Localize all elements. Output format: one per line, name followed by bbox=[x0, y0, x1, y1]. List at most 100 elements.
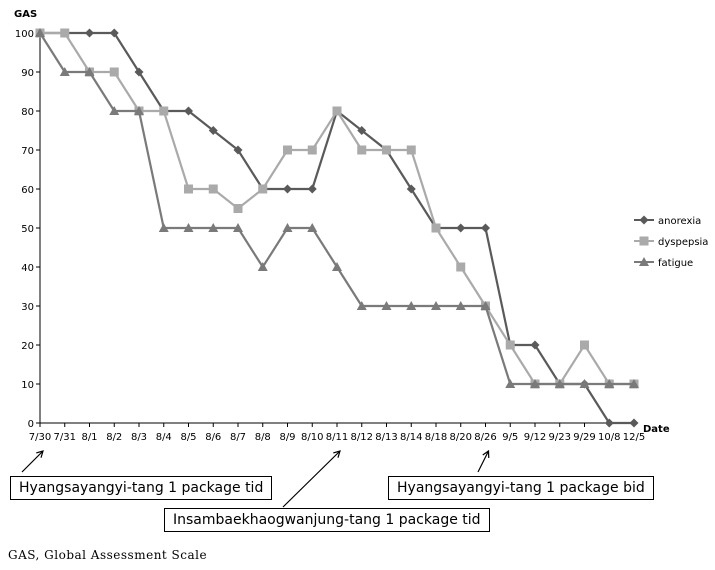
point-triangle bbox=[332, 262, 342, 271]
x-tick-label: 7/30 bbox=[29, 432, 51, 443]
point-square bbox=[109, 67, 119, 77]
legend-label-anorexia: anorexia bbox=[658, 216, 701, 227]
x-tick-label: 8/18 bbox=[425, 432, 447, 443]
x-tick-label: 8/20 bbox=[450, 432, 472, 443]
point-triangle bbox=[639, 257, 649, 266]
point-triangle bbox=[158, 223, 169, 232]
point-square bbox=[639, 236, 649, 246]
point-triangle bbox=[455, 301, 466, 310]
series-line-dyspepsia bbox=[40, 31, 634, 386]
point-square bbox=[357, 145, 367, 155]
point-square bbox=[159, 106, 169, 116]
point-square bbox=[431, 223, 441, 233]
x-tick-label: 8/4 bbox=[156, 432, 172, 443]
x-tick-label: 10/8 bbox=[598, 432, 620, 443]
x-tick-label: 8/9 bbox=[279, 432, 295, 443]
point-diamond bbox=[629, 418, 639, 428]
x-tick-label: 9/5 bbox=[502, 432, 518, 443]
point-triangle bbox=[356, 301, 367, 310]
x-tick-label: 8/26 bbox=[474, 432, 496, 443]
annotation-hyangsayangyi-tid: Hyangsayangyi-tang 1 package tid bbox=[10, 476, 273, 500]
point-diamond bbox=[481, 223, 490, 233]
x-tick-label: 8/3 bbox=[131, 432, 147, 443]
series-line-anorexia bbox=[40, 31, 634, 425]
y-tick-label: 100 bbox=[15, 29, 34, 40]
point-square bbox=[406, 145, 416, 155]
point-square bbox=[233, 204, 243, 213]
x-ticks: 7/30 7/31 8/1 8/2 8/3 8/4 8/5 8/6 8/7 8/8 8/9 8/10 8… bbox=[29, 423, 645, 443]
y-tick-label: 30 bbox=[21, 302, 34, 313]
x-tick-label: 8/1 bbox=[81, 432, 97, 443]
point-diamond bbox=[184, 106, 193, 116]
point-diamond bbox=[530, 340, 540, 350]
x-tick-label: 8/11 bbox=[326, 432, 348, 443]
annotation-arrow-head bbox=[333, 450, 341, 458]
point-square bbox=[258, 184, 268, 194]
point-triangle bbox=[59, 67, 70, 76]
x-tick-label: 12/5 bbox=[623, 432, 645, 443]
series-anorexia bbox=[35, 28, 639, 428]
point-square bbox=[184, 184, 193, 194]
point-diamond bbox=[604, 418, 614, 428]
footnote: GAS, Global Assessment Scale bbox=[8, 548, 208, 562]
x-tick-label: 8/8 bbox=[255, 432, 271, 443]
point-triangle bbox=[233, 223, 243, 232]
series-line-fatigue bbox=[39, 32, 634, 386]
point-square bbox=[208, 184, 218, 194]
x-tick-label: 8/5 bbox=[180, 432, 196, 443]
point-triangle bbox=[505, 379, 516, 388]
point-triangle bbox=[381, 301, 392, 310]
point-triangle bbox=[604, 379, 615, 388]
point-square bbox=[505, 340, 515, 350]
point-square bbox=[580, 340, 589, 350]
annotation-arrow-line bbox=[21, 450, 44, 473]
point-diamond bbox=[208, 126, 218, 135]
y-axis-title: GAS bbox=[14, 9, 37, 20]
point-triangle bbox=[134, 106, 144, 115]
series-dyspepsia bbox=[35, 28, 639, 389]
point-diamond bbox=[283, 184, 292, 194]
annotation-arrows bbox=[21, 449, 490, 508]
x-tick-label: 7/31 bbox=[54, 432, 76, 443]
x-axis-title: Date bbox=[643, 424, 670, 435]
legend-label-fatigue: fatigue bbox=[658, 258, 693, 269]
x-tick-label: 8/10 bbox=[301, 432, 323, 443]
legend: anorexia dyspepsia fatigue bbox=[634, 215, 708, 269]
point-square bbox=[60, 28, 70, 38]
point-triangle bbox=[431, 301, 441, 310]
y-ticks: 0 10 20 30 40 50 60 70 80 90 100 bbox=[15, 29, 40, 430]
annotation-arrow-head bbox=[36, 450, 44, 458]
y-tick-label: 10 bbox=[21, 380, 34, 391]
y-tick-label: 20 bbox=[21, 341, 34, 352]
x-tick-label: 9/12 bbox=[524, 432, 546, 443]
x-tick-label: 8/12 bbox=[351, 432, 373, 443]
annotation-hyangsayangyi-bid: Hyangsayangyi-tang 1 package bid bbox=[388, 476, 654, 500]
point-triangle bbox=[307, 223, 318, 232]
x-tick-label: 8/13 bbox=[375, 432, 397, 443]
point-triangle bbox=[554, 379, 565, 388]
point-triangle bbox=[84, 67, 95, 76]
point-triangle bbox=[282, 223, 293, 232]
series-fatigue bbox=[35, 28, 639, 388]
y-tick-label: 70 bbox=[21, 146, 34, 157]
point-diamond bbox=[406, 184, 416, 194]
point-square bbox=[332, 106, 342, 116]
point-diamond bbox=[233, 145, 243, 155]
x-tick-label: 9/23 bbox=[549, 432, 571, 443]
point-triangle bbox=[530, 379, 540, 388]
point-diamond bbox=[639, 215, 649, 225]
point-diamond bbox=[357, 126, 367, 135]
point-triangle bbox=[183, 223, 194, 232]
x-tick-label: 8/2 bbox=[106, 432, 122, 443]
point-square bbox=[307, 145, 317, 155]
y-tick-label: 0 bbox=[28, 419, 34, 430]
x-tick-label: 8/14 bbox=[400, 432, 422, 443]
point-triangle bbox=[35, 28, 45, 37]
y-tick-label: 80 bbox=[21, 107, 34, 118]
point-square bbox=[382, 145, 391, 155]
point-diamond bbox=[85, 28, 94, 38]
point-diamond bbox=[307, 184, 317, 194]
y-tick-label: 50 bbox=[21, 224, 34, 235]
annotation-arrow-line bbox=[282, 450, 341, 508]
point-triangle bbox=[629, 379, 639, 388]
